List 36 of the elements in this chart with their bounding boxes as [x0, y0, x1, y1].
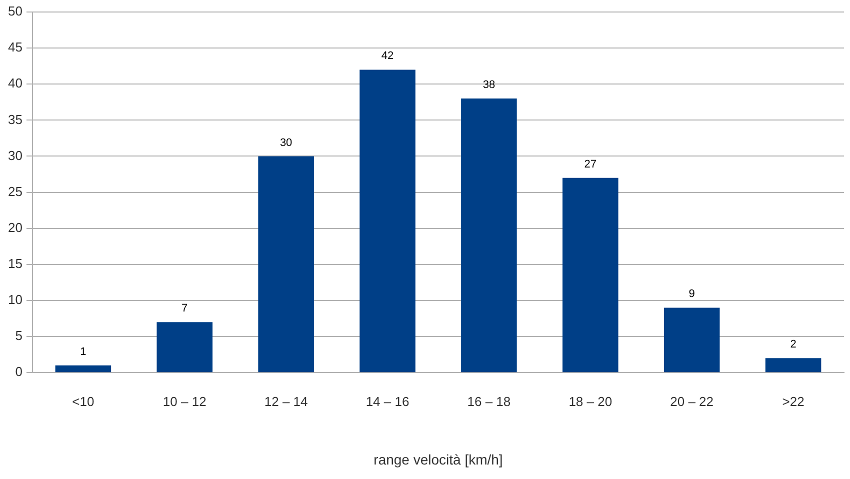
data-label: 38 [482, 79, 496, 92]
y-tick-label: 15 [8, 256, 22, 271]
data-label: 1 [80, 346, 86, 358]
x-tick-label: >22 [782, 394, 804, 409]
bar [461, 98, 517, 372]
x-tick-label: 16 – 18 [467, 394, 511, 409]
y-tick-label: 20 [8, 220, 22, 235]
x-tick-label: 20 – 22 [670, 394, 714, 409]
bar [664, 308, 720, 372]
bar [360, 70, 416, 372]
data-label: 42 [381, 50, 394, 62]
x-tick-label: 10 – 12 [162, 394, 206, 409]
bar [156, 322, 213, 372]
y-tick-label: 30 [8, 148, 22, 163]
y-tick-label: 10 [8, 292, 22, 308]
data-label: 27 [584, 158, 597, 170]
data-label: 2 [790, 338, 796, 351]
y-tick-label: 50 [8, 4, 22, 19]
bar [55, 365, 112, 372]
x-tick-label: 18 – 20 [568, 394, 612, 409]
y-tick-label: 25 [8, 184, 22, 199]
bar [765, 358, 822, 372]
x-tick-label: 12 – 14 [264, 394, 308, 409]
x-tick-label: 14 – 16 [366, 394, 410, 409]
y-tick-label: 5 [15, 328, 22, 344]
y-tick-label: 45 [8, 40, 22, 55]
data-label: 9 [688, 288, 695, 300]
data-label: 30 [280, 136, 292, 149]
bar [258, 156, 314, 372]
data-label: 7 [182, 302, 188, 315]
x-axis-title: range velocità [km/h] [374, 451, 503, 468]
bar [562, 178, 618, 372]
x-tick-label: <10 [72, 394, 94, 409]
y-tick-label: 0 [15, 364, 22, 380]
y-tick-label: 35 [8, 112, 22, 127]
y-tick-label: 40 [8, 76, 22, 91]
